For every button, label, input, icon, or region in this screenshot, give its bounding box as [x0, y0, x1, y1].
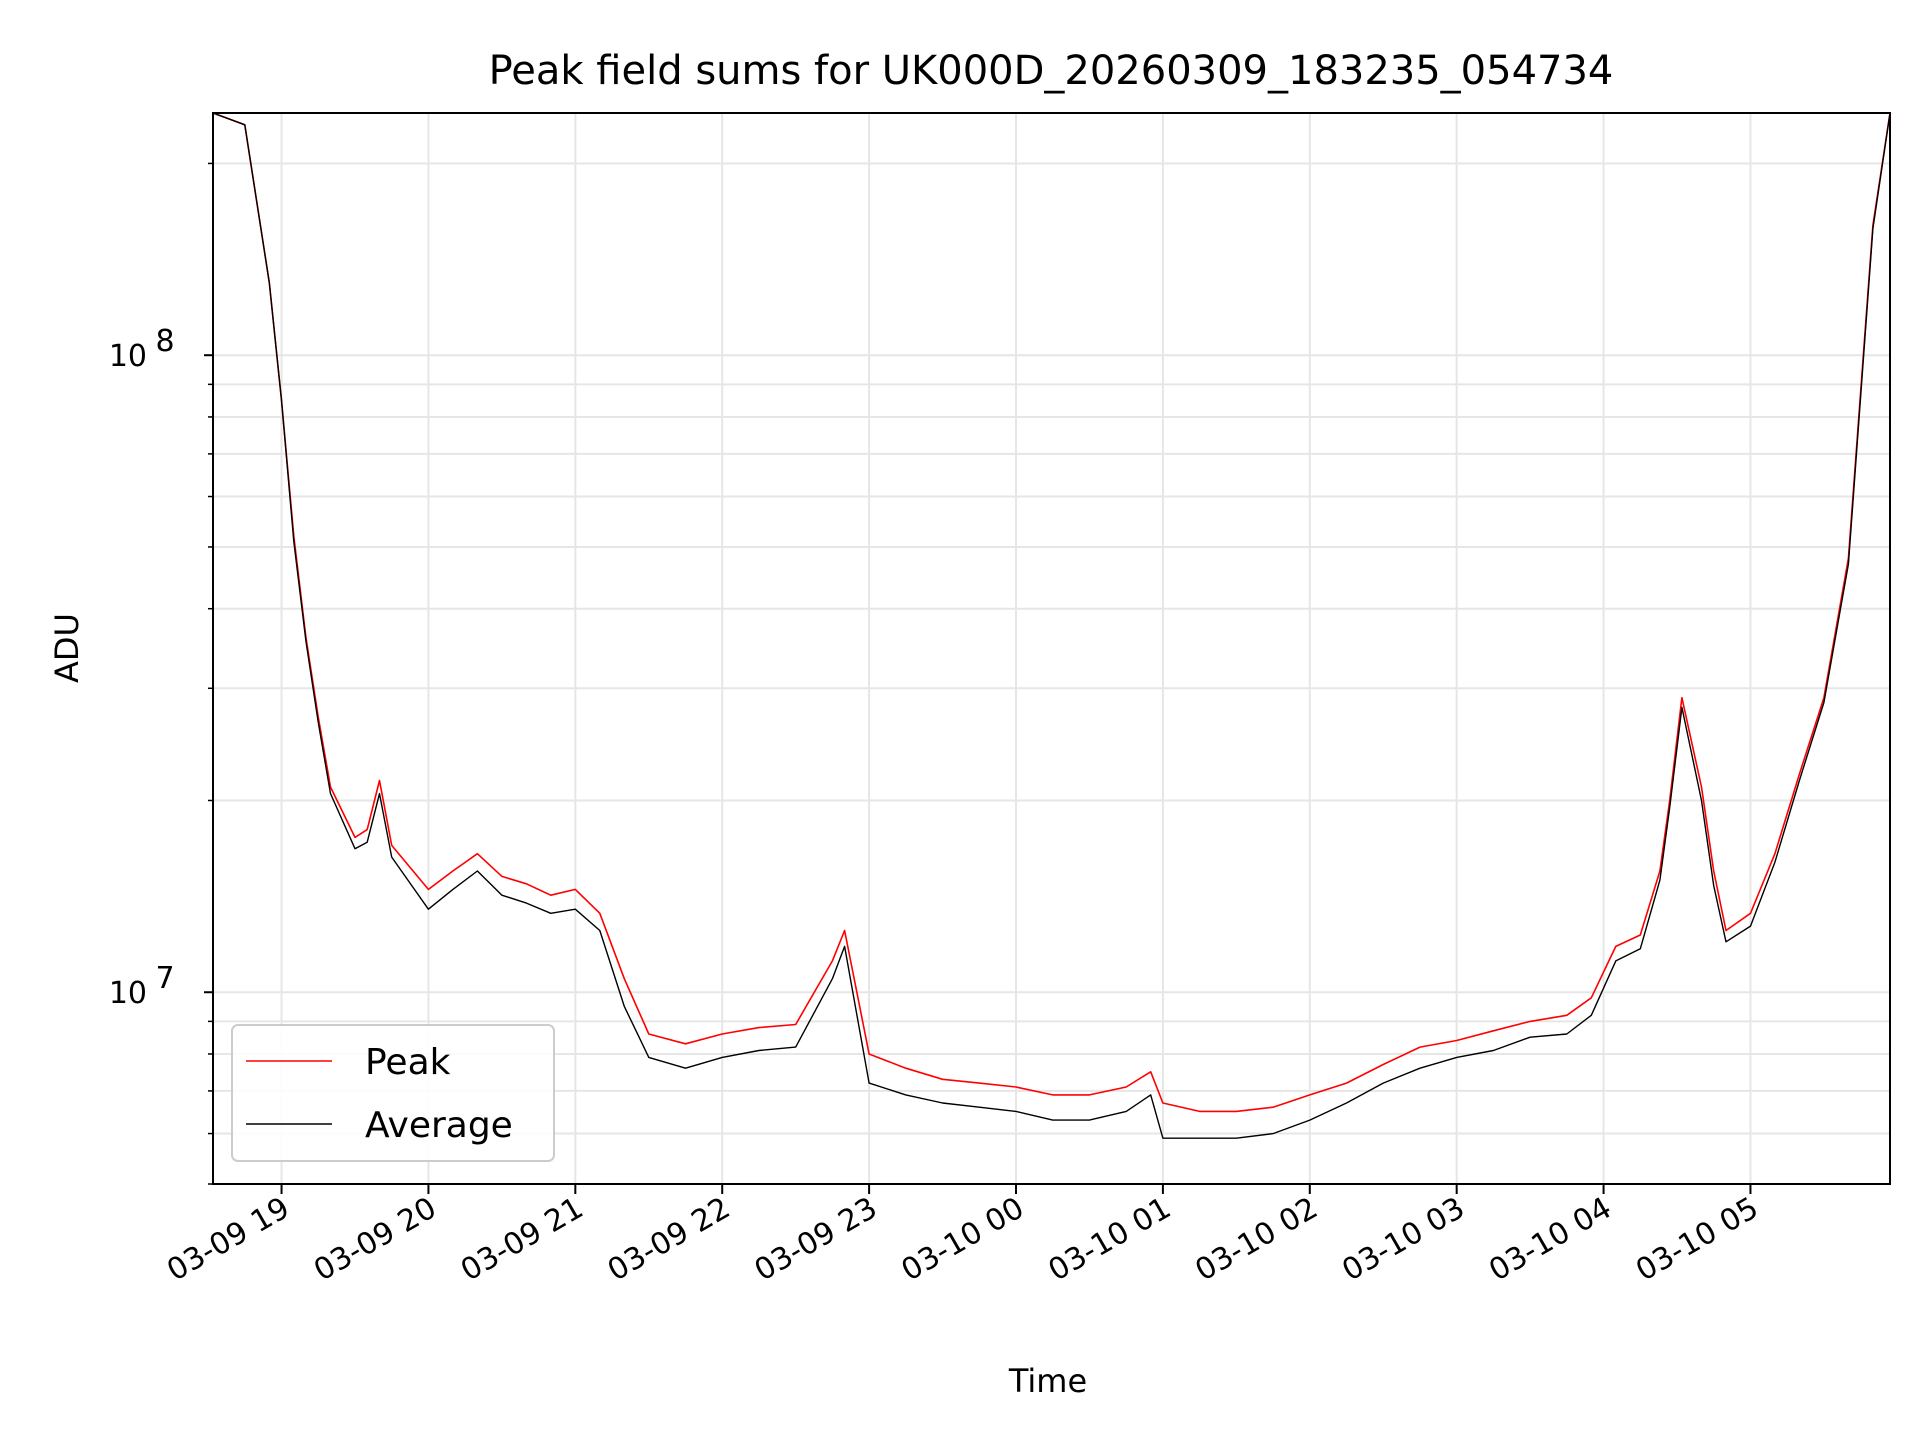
- series-layer: [213, 113, 1890, 1139]
- legend-label-average: Average: [365, 1105, 513, 1146]
- series-line-peak: [213, 113, 1890, 1113]
- axis-ticks: [204, 162, 1752, 1194]
- y-tick-exponent: 7: [155, 961, 174, 996]
- legend-label-peak: Peak: [365, 1042, 451, 1083]
- y-tick-exponent: 8: [155, 324, 174, 359]
- series-line-average: [213, 113, 1890, 1139]
- y-axis-title: ADU: [48, 613, 86, 683]
- y-tick-label: 10: [109, 339, 147, 374]
- x-axis-title: Time: [1008, 1362, 1087, 1400]
- chart-title: Peak field sums for UK000D_20260309_1832…: [489, 48, 1614, 94]
- legend-box: [231, 1024, 555, 1162]
- legend: Peak Average: [231, 1024, 555, 1162]
- plot-frame: [212, 112, 1891, 1185]
- y-tick-label: 10: [109, 976, 147, 1011]
